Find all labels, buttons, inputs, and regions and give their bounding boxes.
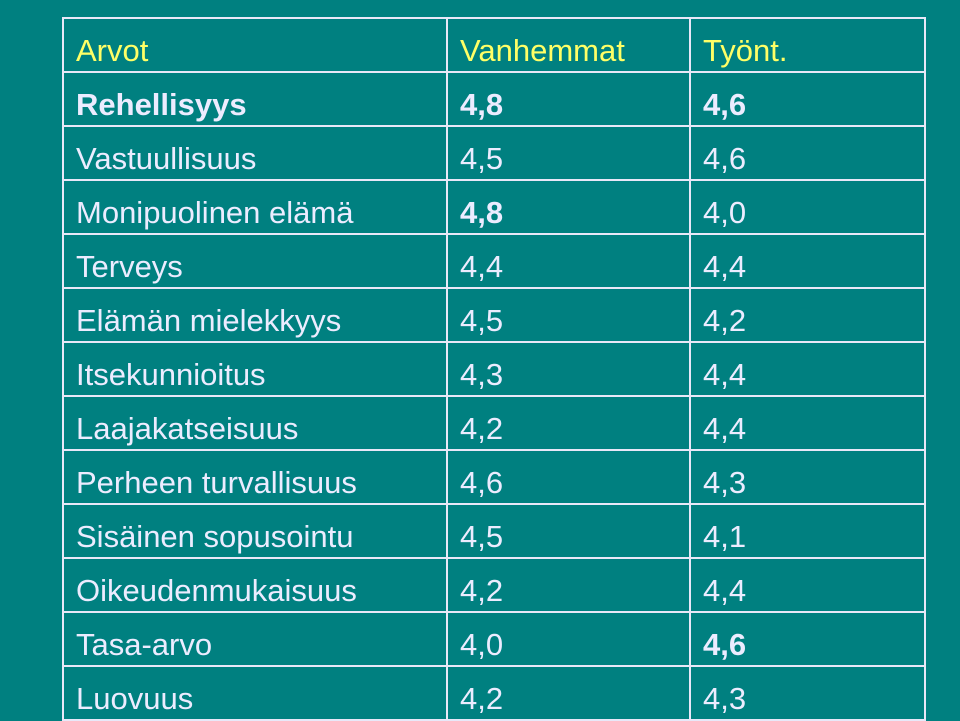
label-cell: Elämän mielekkyys bbox=[62, 287, 448, 343]
label-cell: Luovuus bbox=[62, 665, 448, 721]
value-cell: 4,4 bbox=[689, 395, 926, 451]
table-row: Monipuolinen elämä 4,8 4,0 bbox=[62, 179, 926, 235]
table-row: Perheen turvallisuus 4,6 4,3 bbox=[62, 449, 926, 505]
value-cell: 4,5 bbox=[446, 125, 691, 181]
value-cell: 4,4 bbox=[689, 557, 926, 613]
label-cell: Perheen turvallisuus bbox=[62, 449, 448, 505]
value-cell: 4,8 bbox=[446, 179, 691, 235]
value-cell: 4,6 bbox=[446, 449, 691, 505]
table-row: Oikeudenmukaisuus 4,2 4,4 bbox=[62, 557, 926, 613]
value-cell: 4,3 bbox=[446, 341, 691, 397]
label-cell: Oikeudenmukaisuus bbox=[62, 557, 448, 613]
header-cell: Vanhemmat bbox=[446, 17, 691, 73]
value-cell: 4,0 bbox=[446, 611, 691, 667]
label-cell: Vastuullisuus bbox=[62, 125, 448, 181]
value-cell: 4,4 bbox=[446, 233, 691, 289]
table-row: Rehellisyys 4,8 4,6 bbox=[62, 71, 926, 127]
table-row: Vastuullisuus 4,5 4,6 bbox=[62, 125, 926, 181]
label-cell: Rehellisyys bbox=[62, 71, 448, 127]
label-cell: Tasa-arvo bbox=[62, 611, 448, 667]
table-row: Tasa-arvo 4,0 4,6 bbox=[62, 611, 926, 667]
value-cell: 4,8 bbox=[446, 71, 691, 127]
table-row: Laajakatseisuus 4,2 4,4 bbox=[62, 395, 926, 451]
value-cell: 4,3 bbox=[689, 449, 926, 505]
value-cell: 4,3 bbox=[689, 665, 926, 721]
value-cell: 4,0 bbox=[689, 179, 926, 235]
value-cell: 4,5 bbox=[446, 287, 691, 343]
label-cell: Laajakatseisuus bbox=[62, 395, 448, 451]
value-cell: 4,6 bbox=[689, 71, 926, 127]
label-cell: Terveys bbox=[62, 233, 448, 289]
label-cell: Itsekunnioitus bbox=[62, 341, 448, 397]
value-cell: 4,6 bbox=[689, 611, 926, 667]
header-cell: Arvot bbox=[62, 17, 448, 73]
header-cell: Työnt. bbox=[689, 17, 926, 73]
value-cell: 4,2 bbox=[446, 395, 691, 451]
value-cell: 4,2 bbox=[446, 557, 691, 613]
table-row: Elämän mielekkyys 4,5 4,2 bbox=[62, 287, 926, 343]
label-cell: Sisäinen sopusointu bbox=[62, 503, 448, 559]
value-cell: 4,2 bbox=[446, 665, 691, 721]
table-row: Itsekunnioitus 4,3 4,4 bbox=[62, 341, 926, 397]
value-cell: 4,4 bbox=[689, 341, 926, 397]
value-cell: 4,2 bbox=[689, 287, 926, 343]
value-cell: 4,4 bbox=[689, 233, 926, 289]
table-row: Sisäinen sopusointu 4,5 4,1 bbox=[62, 503, 926, 559]
value-cell: 4,5 bbox=[446, 503, 691, 559]
header-row: Arvot Vanhemmat Työnt. bbox=[62, 17, 926, 73]
value-cell: 4,6 bbox=[689, 125, 926, 181]
table-row: Luovuus 4,2 4,3 bbox=[62, 665, 926, 721]
value-cell: 4,1 bbox=[689, 503, 926, 559]
label-cell: Monipuolinen elämä bbox=[62, 179, 448, 235]
table-row: Terveys 4,4 4,4 bbox=[62, 233, 926, 289]
values-table: Arvot Vanhemmat Työnt. Rehellisyys 4,8 4,6 Vas… bbox=[62, 17, 926, 721]
